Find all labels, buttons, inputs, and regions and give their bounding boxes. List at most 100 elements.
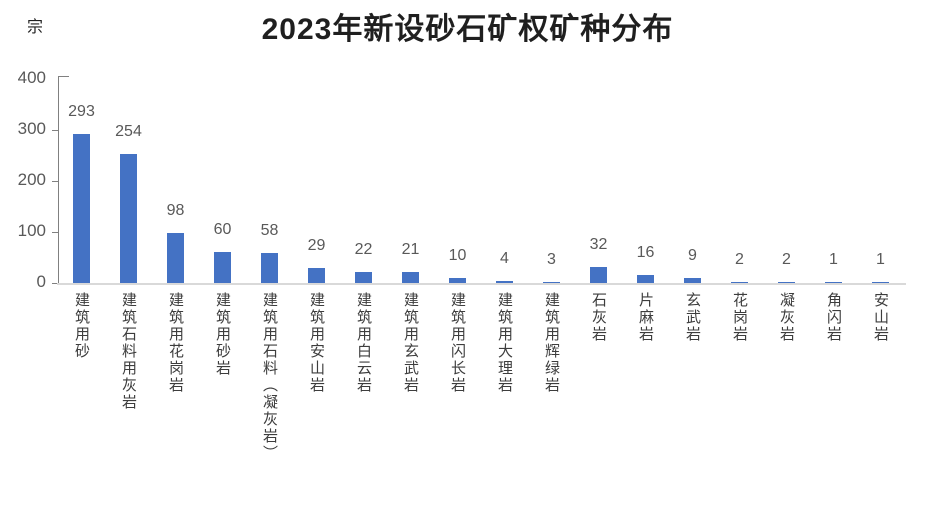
bar-value-label: 21 (401, 241, 420, 259)
category-label: 建筑用辉绿岩 (543, 292, 560, 394)
y-axis-tick-label: 300 (17, 119, 46, 138)
bar-slot: 98 (152, 79, 199, 283)
category-label: 建筑用砂 (73, 292, 90, 360)
y-axis-tick-label: 0 (36, 272, 46, 291)
category-label: 建筑用砂岩 (214, 292, 231, 377)
category-slot: 建筑用闪长岩 (434, 292, 481, 394)
category-label: 片麻岩 (637, 292, 654, 343)
y-axis-tick-label: 100 (17, 221, 46, 240)
y-axis-unit-label: 宗 (27, 19, 44, 36)
bar-value-label: 98 (166, 202, 185, 219)
category-slot: 建筑用砂 (58, 292, 105, 360)
category-label: 建筑用白云岩 (355, 292, 372, 394)
bar (496, 281, 513, 283)
category-slot: 建筑用石料（凝灰岩） (246, 292, 293, 462)
bar (167, 233, 184, 283)
bar (637, 274, 654, 283)
bar-value-label: 60 (213, 221, 232, 239)
bar-slot: 60 (199, 79, 246, 283)
bar-value-label: 1 (829, 251, 838, 268)
category-slot: 建筑用花岗岩 (152, 292, 199, 394)
x-axis-labels: 建筑用砂 建筑石料用灰岩 建筑用花岗岩 建筑用砂岩 建筑用石料（凝灰岩） 建筑用安山岩 建筑… (58, 292, 904, 509)
bar-slot: 32 (575, 79, 622, 283)
bar-slot: 9 (669, 79, 716, 283)
bar (308, 268, 325, 283)
bar-slot: 2 (716, 79, 763, 283)
bar-value-label: 2 (735, 251, 744, 268)
category-label: 安山岩 (872, 292, 889, 343)
category-label: 建筑用闪长岩 (449, 292, 466, 394)
category-slot: 建筑石料用灰岩 (105, 292, 152, 411)
bar-slot: 293 (58, 79, 105, 283)
y-axis-tick-label: 400 (17, 68, 46, 87)
bar (73, 133, 90, 283)
category-slot: 安山岩 (857, 292, 904, 343)
bar-slot: 21 (387, 79, 434, 283)
bar-value-label: 32 (589, 235, 608, 253)
bar-value-label: 10 (448, 246, 467, 264)
bar-slot: 3 (528, 79, 575, 283)
category-slot: 建筑用白云岩 (340, 292, 387, 394)
category-slot: 花岗岩 (716, 292, 763, 343)
category-slot: 凝灰岩 (763, 292, 810, 343)
bar (825, 282, 842, 283)
bar (543, 281, 560, 283)
category-label: 凝灰岩 (778, 292, 795, 343)
category-slot: 玄武岩 (669, 292, 716, 343)
chart-title: 2023年新设砂石矿权矿种分布 (261, 13, 674, 46)
bar-value-label: 29 (307, 237, 326, 255)
category-label: 建筑用玄武岩 (402, 292, 419, 394)
bar (402, 272, 419, 283)
bar (872, 282, 889, 283)
bar (590, 266, 607, 283)
category-slot: 建筑用大理岩 (481, 292, 528, 394)
bar-slot: 29 (293, 79, 340, 283)
bar-value-label: 1 (876, 251, 885, 268)
bar-slot: 1 (857, 79, 904, 283)
category-label: 角闪岩 (825, 292, 842, 343)
bar-value-label: 58 (260, 222, 279, 240)
category-label: 建筑用石料（凝灰岩） (261, 292, 278, 462)
category-label: 建筑用花岗岩 (167, 292, 184, 394)
bar-slot: 10 (434, 79, 481, 283)
bar-slot: 58 (246, 79, 293, 283)
bar-value-label: 3 (547, 250, 556, 268)
category-slot: 建筑用玄武岩 (387, 292, 434, 394)
category-label: 建筑用安山岩 (308, 292, 325, 394)
category-label: 玄武岩 (684, 292, 701, 343)
bar-slot: 22 (340, 79, 387, 283)
category-slot: 建筑用安山岩 (293, 292, 340, 394)
bar (684, 278, 701, 283)
plot-area: 293 254 98 60 58 29 22 21 10 4 3 32 16 9 2 2 1 1 (58, 79, 904, 283)
bar (120, 153, 137, 283)
bar-slot: 2 (763, 79, 810, 283)
category-slot: 建筑用辉绿岩 (528, 292, 575, 394)
category-slot: 石灰岩 (575, 292, 622, 343)
bar-value-label: 2 (782, 251, 791, 268)
bar-value-label: 293 (68, 102, 95, 120)
category-slot: 建筑用砂岩 (199, 292, 246, 377)
bar (214, 252, 231, 283)
category-label: 花岗岩 (731, 292, 748, 343)
bar-slot: 254 (105, 79, 152, 283)
category-label: 建筑石料用灰岩 (120, 292, 137, 411)
category-label: 建筑用大理岩 (496, 292, 513, 394)
bar-value-label: 22 (354, 240, 373, 258)
bar-slot: 4 (481, 79, 528, 283)
bar-slot: 16 (622, 79, 669, 283)
category-slot: 角闪岩 (810, 292, 857, 343)
bar (778, 282, 795, 283)
bar-value-label: 9 (688, 247, 697, 265)
y-axis-tick-label: 200 (17, 170, 46, 189)
category-slot: 片麻岩 (622, 292, 669, 343)
bar-value-label: 16 (636, 243, 655, 261)
bar (449, 277, 466, 283)
bar-slot: 1 (810, 79, 857, 283)
bar-value-label: 4 (500, 250, 509, 267)
bar-value-label: 254 (115, 122, 142, 140)
bar (355, 271, 372, 283)
bar (731, 282, 748, 283)
bar (261, 253, 278, 283)
